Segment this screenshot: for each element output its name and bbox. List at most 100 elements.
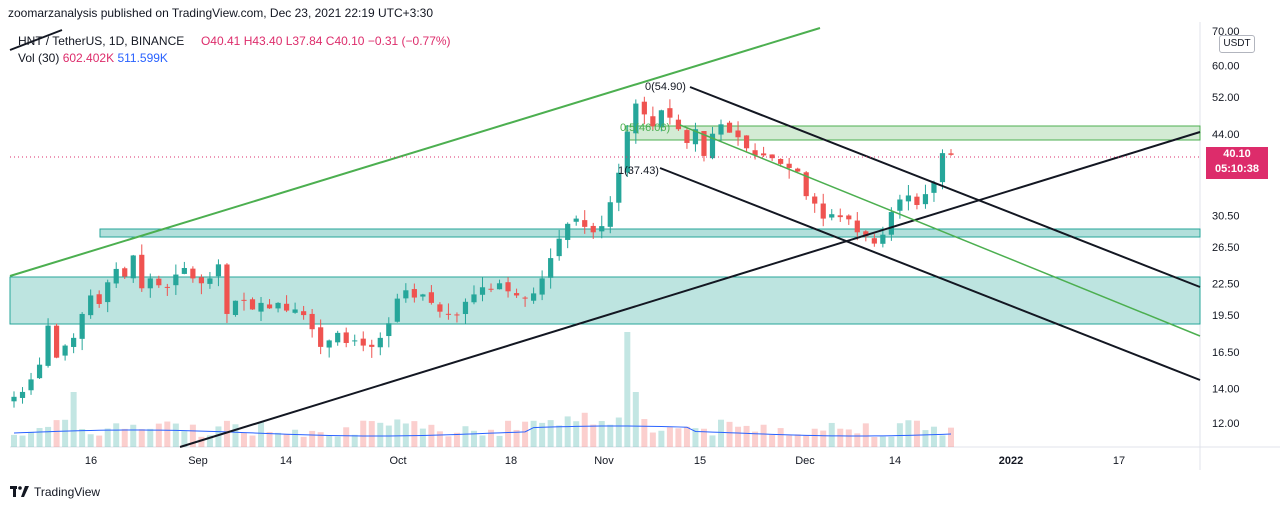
black-down-channel-bottom[interactable] (659, 167, 1201, 381)
volume-bar (377, 422, 384, 447)
candle-body (232, 300, 239, 315)
candle-body (445, 313, 452, 315)
volume-bar (19, 435, 26, 447)
volume-bar (45, 426, 52, 447)
candle-body (641, 101, 647, 115)
volume-bar (189, 424, 196, 447)
candle-body (829, 214, 835, 218)
time-tick-label: Sep (188, 455, 208, 467)
candle-body (326, 340, 332, 348)
black-uptrend-line[interactable] (179, 131, 1201, 448)
volume-bar (948, 427, 954, 447)
candle-body (709, 133, 716, 159)
current-price-badge: 40.10 05:10:38 (1206, 147, 1268, 179)
black-corner-line[interactable] (9, 29, 63, 51)
candle-body (769, 154, 775, 159)
candle-body (173, 274, 179, 286)
volume-bar (641, 419, 648, 447)
volume-bar (360, 420, 367, 447)
volume-bar (735, 426, 742, 447)
candle-body (53, 325, 60, 358)
volume-bar (215, 426, 222, 447)
volume-bar (155, 423, 162, 447)
time-tick-label: 16 (85, 455, 97, 467)
volume-bar (198, 436, 205, 447)
candle-body (582, 220, 588, 227)
green-upper-channel-line[interactable] (9, 27, 821, 277)
symbol-name[interactable]: HNT / TetherUS, 1D, BINANCE (18, 34, 185, 48)
candle-body (667, 108, 673, 118)
candle-body (411, 289, 417, 298)
candle-body (616, 172, 622, 203)
volume-bar (462, 426, 469, 447)
volume-bar (505, 420, 512, 447)
candle-countdown: 05:10:38 (1214, 163, 1260, 175)
price-axis[interactable]: 70.0060.0052.0044.0038.0030.5026.5022.50… (1212, 26, 1240, 430)
black-down-channel-top[interactable] (689, 86, 1201, 288)
time-tick-label: 15 (694, 455, 706, 467)
volume-bar (436, 431, 443, 447)
volume-bar (36, 428, 43, 447)
candle-body (488, 288, 494, 290)
volume-bar (309, 430, 316, 447)
candle-body (139, 254, 145, 289)
candle-body (761, 153, 767, 156)
price-tick-label: 19.50 (1212, 310, 1240, 322)
candle-body (692, 129, 699, 145)
volume-bar (428, 424, 435, 447)
volume-bar (675, 428, 682, 447)
volume-bar (258, 421, 265, 447)
volume-bar (453, 432, 460, 447)
volume-bar (930, 426, 937, 447)
volume-bar (496, 435, 503, 447)
volume-bar (53, 420, 60, 447)
candle-body (360, 338, 366, 346)
volume-bar (470, 430, 477, 447)
candle-body (377, 337, 383, 348)
volume-bar (11, 434, 17, 447)
volume-bar (803, 435, 810, 447)
volume-bar (172, 423, 179, 447)
candle-body (607, 202, 613, 227)
price-tick-label: 52.00 (1212, 92, 1240, 104)
candle-body (79, 313, 85, 339)
support-zone[interactable] (9, 276, 1201, 325)
volume-bar (564, 416, 571, 447)
candle-body (122, 268, 128, 277)
green-down-channel-mid[interactable] (679, 124, 1201, 337)
candle-body (224, 264, 230, 314)
volume-bar (317, 432, 324, 447)
candle-body (735, 130, 741, 138)
resistance-zone[interactable] (99, 228, 1201, 238)
volume-bar (70, 392, 77, 447)
candles (11, 96, 954, 408)
candle-body (437, 304, 443, 312)
currency-unit-button[interactable]: USDT (1219, 35, 1255, 53)
volume-bar (939, 435, 946, 447)
volume-bar (300, 436, 307, 447)
volume-bar (862, 423, 869, 447)
candle-body (309, 313, 315, 330)
volume-bar (113, 423, 120, 447)
candle-body (854, 220, 860, 233)
volume-bar (666, 427, 673, 447)
current-price-value: 40.10 (1223, 148, 1251, 160)
low-value: L37.84 (285, 34, 323, 48)
volume-bar (351, 434, 358, 447)
candle-body (658, 110, 664, 128)
volume-bar (811, 428, 818, 447)
candle-body (795, 168, 801, 172)
footer-brand[interactable]: TradingView (10, 485, 100, 499)
volume-bar (888, 436, 895, 447)
candle-body (318, 327, 324, 347)
candle-body (863, 231, 869, 237)
volume-bar (326, 435, 333, 447)
time-axis[interactable]: 16 Sep 14 Oct 18 Nov 15 Dec 14 2022 17 (85, 455, 1125, 467)
volume-bar (615, 417, 622, 447)
candle-body (650, 116, 656, 127)
volume-bar (28, 431, 35, 447)
price-tick-label: 14.00 (1212, 384, 1240, 396)
candle-body (215, 264, 222, 277)
candle-body (897, 199, 903, 211)
